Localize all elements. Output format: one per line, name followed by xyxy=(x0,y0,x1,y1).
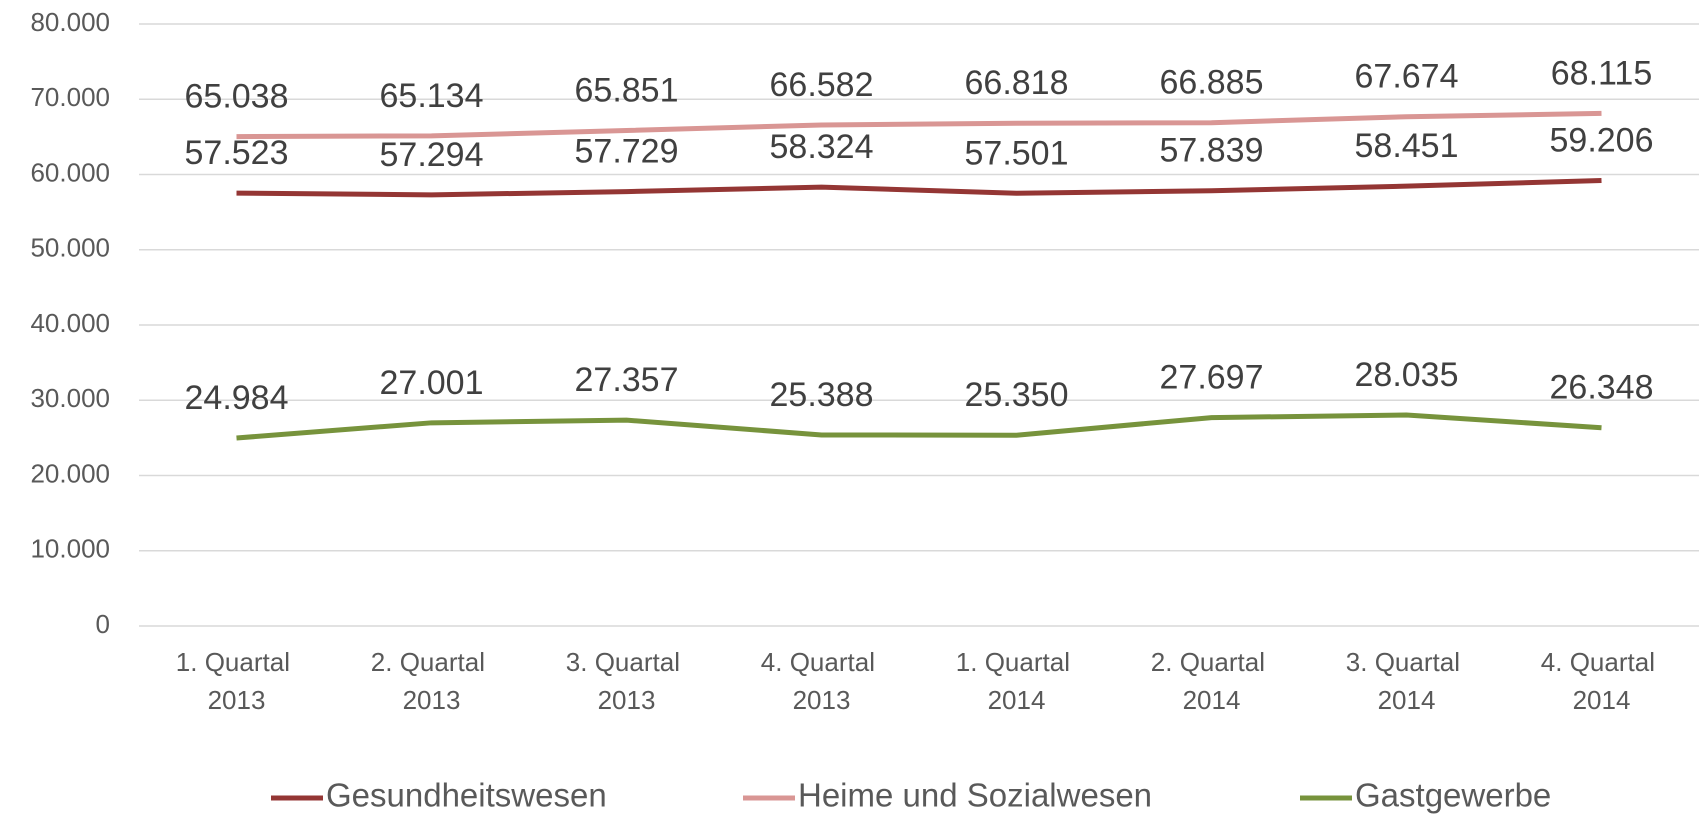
data-label: 57.501 xyxy=(965,134,1069,172)
data-label: 66.885 xyxy=(1160,64,1264,102)
x-tick-label: 4. Quartal 2014 xyxy=(1541,647,1662,715)
x-tick-label: 3. Quartal 2013 xyxy=(566,647,687,715)
x-tick-label: 1. Quartal 2014 xyxy=(956,647,1077,715)
data-label: 24.984 xyxy=(185,379,289,417)
y-tick-label: 70.000 xyxy=(30,82,110,112)
x-tick-label: 3. Quartal 2014 xyxy=(1346,647,1467,715)
data-label: 65.038 xyxy=(185,78,289,116)
data-label: 65.134 xyxy=(380,77,484,115)
line xyxy=(236,177,1602,198)
data-label: 66.582 xyxy=(770,66,874,104)
data-label: 27.357 xyxy=(575,361,679,399)
data-label: 57.523 xyxy=(185,134,289,172)
y-tick-label: 30.000 xyxy=(30,383,110,413)
data-label: 25.388 xyxy=(770,376,874,414)
data-label: 66.818 xyxy=(965,64,1069,102)
data-label: 65.851 xyxy=(575,71,679,109)
data-label: 28.035 xyxy=(1355,356,1459,394)
y-tick-label: 60.000 xyxy=(30,157,110,187)
data-label: 27.001 xyxy=(380,364,484,402)
data-label: 59.206 xyxy=(1550,121,1654,159)
line xyxy=(236,412,1602,441)
data-label: 25.350 xyxy=(965,376,1069,414)
line xyxy=(236,110,1602,140)
x-tick-label: 2. Quartal 2013 xyxy=(371,647,492,715)
data-label: 58.324 xyxy=(770,128,874,166)
data-label: 68.115 xyxy=(1551,54,1652,92)
y-tick-label: 50.000 xyxy=(30,233,110,263)
legend-label: Heime und Sozialwesen xyxy=(798,777,1152,814)
data-label: 57.294 xyxy=(380,136,484,174)
y-tick-label: 80.000 xyxy=(30,7,110,37)
data-label: 67.674 xyxy=(1355,58,1459,96)
legend-label: Gesundheitswesen xyxy=(326,777,607,814)
y-tick-label: 0 xyxy=(96,609,110,639)
data-label: 57.839 xyxy=(1160,132,1264,170)
x-tick-label: 1. Quartal 2013 xyxy=(176,647,297,715)
data-label: 58.451 xyxy=(1355,127,1459,165)
data-label: 26.348 xyxy=(1550,369,1654,407)
y-tick-label: 20.000 xyxy=(30,458,110,488)
y-tick-label: 40.000 xyxy=(30,308,110,338)
y-tick-label: 10.000 xyxy=(30,534,110,564)
x-tick-label: 4. Quartal 2013 xyxy=(761,647,882,715)
x-tick-label: 2. Quartal 2014 xyxy=(1151,647,1272,715)
data-label: 27.697 xyxy=(1160,359,1264,397)
legend-label: Gastgewerbe xyxy=(1355,777,1551,814)
data-label: 57.729 xyxy=(575,133,679,171)
